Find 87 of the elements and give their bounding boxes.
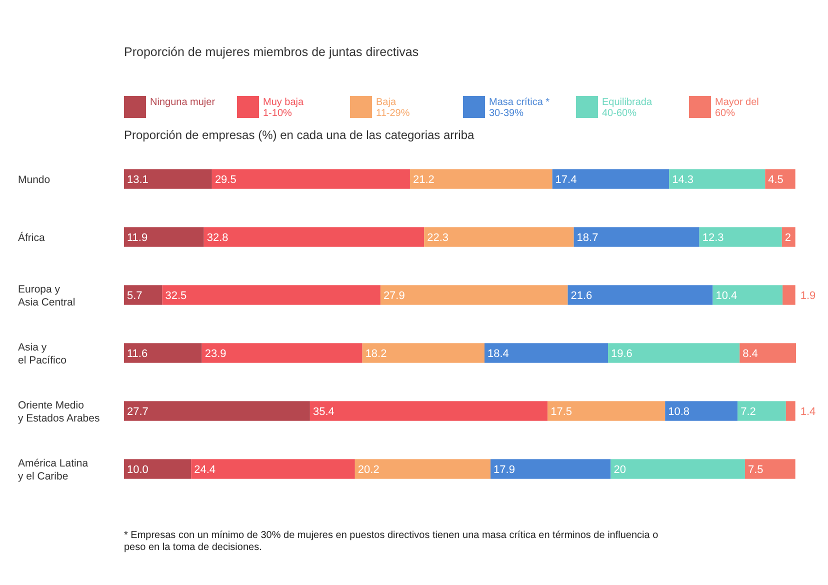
data-label: 11.9	[127, 232, 148, 244]
bar	[568, 285, 713, 305]
bar	[362, 343, 485, 363]
y-tick-label: Asia y el Pacífico	[18, 342, 67, 366]
data-label: 8.4	[742, 348, 758, 360]
data-label: 18.4	[488, 348, 509, 360]
bar	[124, 227, 204, 247]
data-label: 10.8	[668, 406, 690, 418]
y-tick-label: América Latina y el Caribe	[18, 458, 88, 482]
text: * Empresas con un mínimo de 30% de mujeres en puestos directivos tienen una masa crítica en términos de influencia o peso en la toma de decisiones.	[124, 530, 659, 553]
bar	[765, 169, 796, 189]
data-label: 22.3	[427, 232, 449, 244]
bar	[380, 285, 568, 305]
legend-label: Baja 11-29%	[376, 97, 410, 119]
data-label: 27.7	[127, 406, 148, 418]
bar	[699, 227, 782, 247]
bar	[608, 343, 740, 363]
data-label: 21.2	[412, 174, 434, 186]
data-label: 20	[614, 464, 626, 476]
y-tick-label: Mundo	[18, 174, 50, 186]
legend-label: Masa crítica * 30-39%	[489, 97, 550, 119]
data-label: 29.5	[214, 174, 236, 186]
bar	[782, 227, 796, 247]
bar	[574, 227, 700, 247]
legend-label: Ninguna mujer	[150, 97, 216, 108]
bar	[124, 459, 192, 479]
data-label: 17.9	[494, 464, 515, 476]
data-label: 14.3	[672, 174, 694, 186]
bar	[610, 459, 745, 479]
data-label: 32.5	[165, 290, 187, 302]
bar	[744, 459, 796, 479]
data-label: 21.6	[570, 290, 592, 302]
bar	[204, 227, 424, 247]
bar	[738, 401, 786, 421]
bar	[162, 285, 380, 305]
data-label: 5.7	[127, 290, 142, 302]
y-tick-label: África	[18, 231, 45, 244]
bar	[310, 401, 548, 421]
bar	[712, 285, 783, 305]
data-label: 35.4	[312, 406, 334, 418]
bar	[124, 343, 202, 363]
data-label: 7.5	[748, 464, 764, 476]
data-label: 12.3	[702, 232, 724, 244]
bar	[552, 169, 670, 189]
bar	[202, 343, 362, 363]
chart-subtitle: Proporción de empresas (%) en cada una de las categorias arriba	[124, 128, 475, 142]
data-label: 7.2	[740, 406, 756, 418]
bar	[669, 169, 766, 189]
data-label: 23.9	[204, 348, 226, 360]
data-label: 17.5	[550, 406, 572, 418]
bar	[782, 285, 796, 305]
bar	[354, 459, 491, 479]
legend-label: Muy baja 1-10%	[263, 97, 304, 119]
data-label: 17.4	[555, 174, 577, 186]
data-label: 18.7	[576, 232, 598, 244]
data-label: 27.9	[383, 290, 405, 302]
bar	[410, 169, 552, 189]
legend-label: Equilibrada 40-60%	[602, 97, 652, 119]
bar	[424, 227, 574, 247]
legend-label: Mayor del 60%	[715, 97, 759, 119]
data-label: 24.4	[194, 464, 216, 476]
data-label: 1.9	[800, 290, 816, 302]
chart-title: Proporción de mujeres miembros de juntas directivas	[124, 45, 419, 59]
y-tick-label: Oriente Medio y Estados Arabes	[18, 400, 100, 424]
data-label: 11.6	[127, 348, 148, 360]
bar	[548, 401, 666, 421]
data-label: 10.4	[716, 290, 738, 302]
bar	[124, 169, 212, 189]
y-tick-label: Europa y Asia Central	[18, 284, 76, 308]
bar	[665, 401, 738, 421]
data-label: 19.6	[611, 348, 632, 360]
data-label: 2	[784, 232, 792, 244]
bar	[212, 169, 410, 189]
bar	[786, 401, 796, 421]
data-label: 10.0	[127, 464, 148, 476]
data-label: 4.5	[768, 174, 784, 186]
bar	[191, 459, 355, 479]
bar	[124, 401, 310, 421]
bar	[740, 343, 796, 363]
data-label: 18.2	[365, 348, 387, 360]
bar	[490, 459, 611, 479]
bar	[484, 343, 608, 363]
data-label: 32.8	[206, 232, 228, 244]
bar	[124, 285, 162, 305]
data-label: 20.2	[358, 464, 380, 476]
data-label: 13.1	[127, 174, 148, 186]
data-label: 1.4	[800, 406, 816, 418]
